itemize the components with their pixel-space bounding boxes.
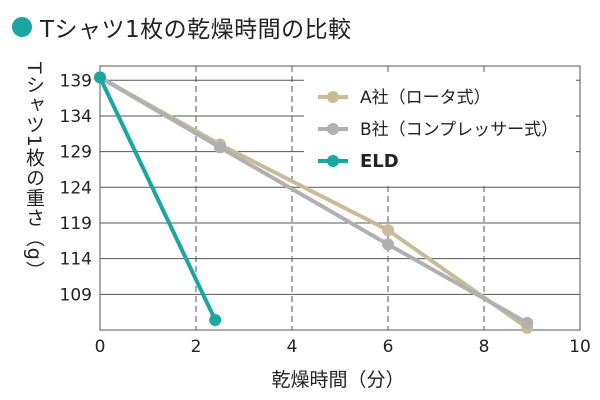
y-tick-label: 139 xyxy=(60,71,92,91)
data-point xyxy=(94,71,106,84)
data-point xyxy=(521,316,534,329)
y-tick-label: 109 xyxy=(60,285,92,305)
x-tick-label: 6 xyxy=(383,337,394,357)
legend: A社（ロータ式） B社（コンプレッサー式） ELD xyxy=(304,76,576,184)
legend-background xyxy=(304,76,576,184)
data-point xyxy=(214,141,226,154)
legend-entry-label: B社（コンプレッサー式） xyxy=(360,120,558,140)
data-point xyxy=(209,314,222,327)
x-tick-label: 2 xyxy=(191,337,202,357)
chart-title: Tシャツ1枚の乾燥時間の比較 xyxy=(12,10,352,44)
x-tick-label: 10 xyxy=(569,337,591,357)
x-tick-label: 0 xyxy=(95,337,106,357)
legend-entry-label: A社（ロータ式） xyxy=(360,88,491,108)
legend-swatch-marker xyxy=(327,155,339,167)
x-tick-label: 4 xyxy=(287,337,298,357)
legend-swatch-marker xyxy=(327,91,339,103)
data-point xyxy=(382,224,394,237)
legend-entry-label: ELD xyxy=(360,151,399,172)
series-layer xyxy=(94,71,534,334)
legend-swatch-marker xyxy=(327,123,339,135)
y-tick-label: 129 xyxy=(60,143,92,163)
series-line xyxy=(98,75,529,325)
y-tick-label: 134 xyxy=(60,107,92,127)
chart-title-text: Tシャツ1枚の乾燥時間の比較 xyxy=(40,17,352,43)
y-tick-label: 124 xyxy=(60,178,92,198)
y-tick-label: 119 xyxy=(60,214,92,234)
tick-layer: 109 114 119 124 129 134 139 0 2 4 6 8 10 xyxy=(60,71,591,357)
y-axis-label: Tシャツ1枚の重さ（g） xyxy=(23,62,45,281)
plot-frame xyxy=(99,65,581,331)
title-bullet-icon xyxy=(12,17,32,37)
x-axis-label: 乾燥時間（分） xyxy=(271,369,404,391)
series-line xyxy=(98,76,218,321)
data-point xyxy=(382,238,394,251)
y-tick-label: 114 xyxy=(60,250,92,270)
x-tick-label: 8 xyxy=(479,337,490,357)
